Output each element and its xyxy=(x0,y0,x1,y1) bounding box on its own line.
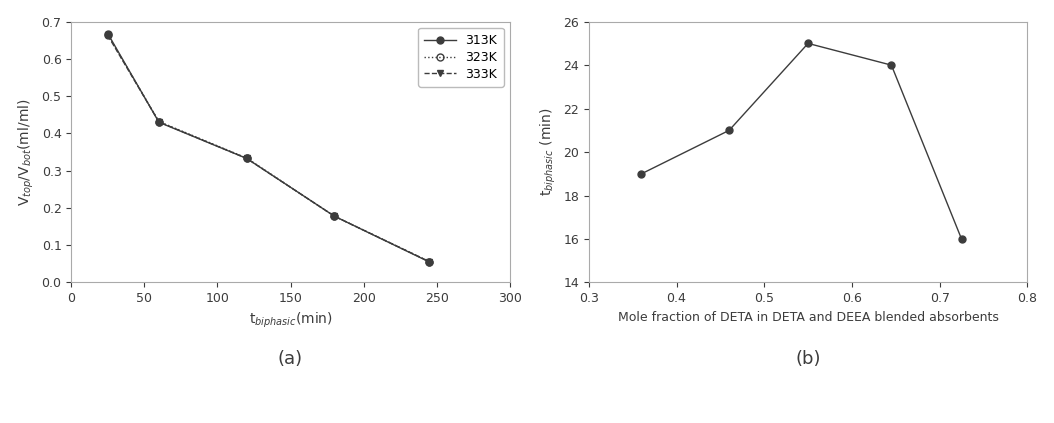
X-axis label: t$_{biphasic}$(min): t$_{biphasic}$(min) xyxy=(249,311,332,330)
333K xyxy=(101,33,114,38)
323K xyxy=(153,119,165,124)
313K xyxy=(153,120,165,125)
Text: (a): (a) xyxy=(278,350,304,368)
313K xyxy=(101,31,114,36)
Line: 323K: 323K xyxy=(104,31,433,265)
313K xyxy=(240,156,253,161)
Line: 333K: 333K xyxy=(104,32,433,265)
333K xyxy=(423,259,435,264)
323K xyxy=(240,156,253,161)
323K xyxy=(423,259,435,264)
313K xyxy=(328,214,340,219)
333K xyxy=(328,214,340,219)
323K xyxy=(101,32,114,37)
333K xyxy=(153,119,165,124)
Y-axis label: V$_{top}$/V$_{bot}$(ml/ml): V$_{top}$/V$_{bot}$(ml/ml) xyxy=(17,98,36,206)
313K xyxy=(423,259,435,264)
Line: 313K: 313K xyxy=(104,30,433,266)
Y-axis label: t$_{biphasic}$ (min): t$_{biphasic}$ (min) xyxy=(539,108,558,196)
323K xyxy=(328,214,340,219)
X-axis label: Mole fraction of DETA in DETA and DEEA blended absorbents: Mole fraction of DETA in DETA and DEEA b… xyxy=(618,311,998,324)
Text: (b): (b) xyxy=(796,350,821,368)
333K xyxy=(240,156,253,161)
Legend: 313K, 323K, 333K: 313K, 323K, 333K xyxy=(418,28,504,87)
